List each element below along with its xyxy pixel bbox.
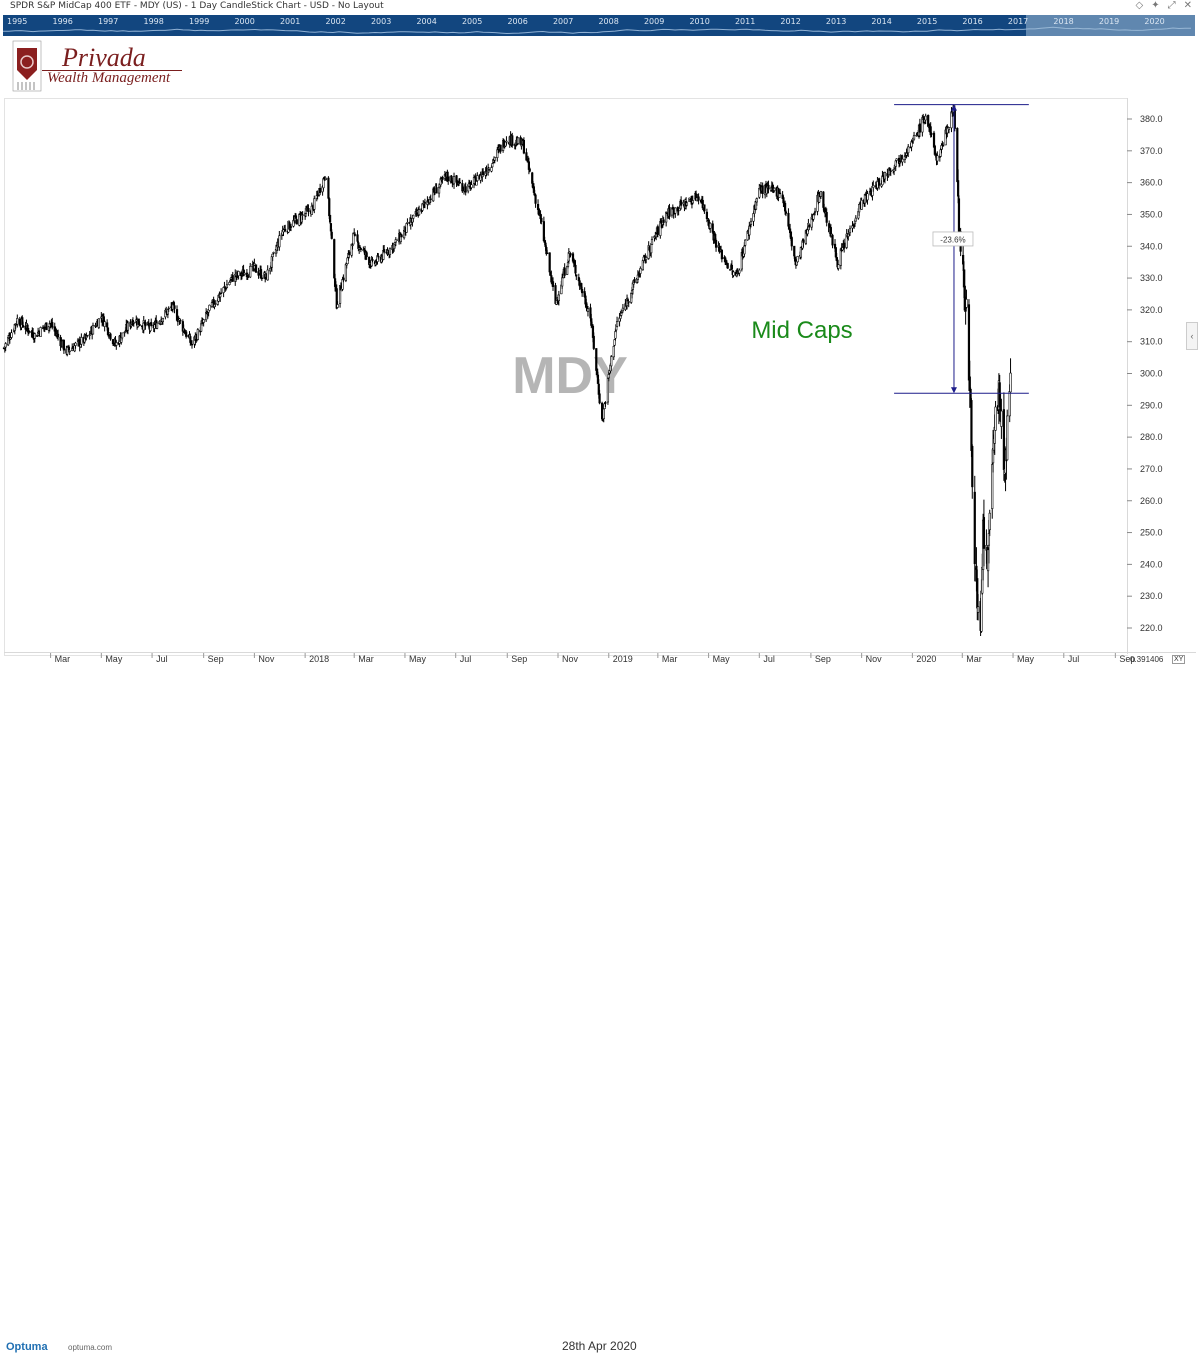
footer: Optuma optuma.com 28th Apr 2020: [0, 668, 1200, 1353]
xy-toggle[interactable]: XY: [1172, 655, 1186, 664]
navigator-year[interactable]: 1997: [97, 17, 119, 26]
pin-icon[interactable]: ✦: [1151, 0, 1160, 11]
navigator-year[interactable]: 2020: [1144, 17, 1165, 26]
navigator-window[interactable]: [1026, 15, 1195, 36]
optuma-url: optuma.com: [68, 1343, 113, 1352]
navigator-year[interactable]: 2001: [279, 17, 301, 26]
panel-expand-tab[interactable]: ‹: [1186, 322, 1198, 350]
navigator-year[interactable]: 2009: [643, 17, 665, 26]
navigator-year[interactable]: 2004: [416, 17, 437, 26]
navigator-year[interactable]: 1999: [188, 17, 210, 26]
navigator-year[interactable]: 2018: [1053, 17, 1074, 26]
navigator-year[interactable]: 1998: [143, 17, 164, 26]
time-navigator[interactable]: 1995 1996 1997 1998 1999 2000 2001 2002 2003 2004…: [3, 15, 1195, 36]
diamond-icon[interactable]: ◇: [1135, 0, 1144, 11]
logo-emblem-icon: [12, 40, 42, 92]
navigator-year[interactable]: 2014: [871, 17, 892, 26]
maximize-icon[interactable]: ⤢: [1167, 0, 1176, 11]
navigator-year[interactable]: 2006: [507, 17, 528, 26]
navigator-year[interactable]: 2003: [370, 17, 392, 26]
navigator-year[interactable]: 2016: [962, 17, 983, 26]
navigator-year[interactable]: 2017: [1007, 17, 1029, 26]
navigator-year[interactable]: 2002: [325, 17, 346, 26]
navigator-year[interactable]: 2011: [734, 17, 756, 26]
chart-title: SPDR S&P MidCap 400 ETF - MDY (US) - 1 D…: [10, 1, 384, 11]
navigator-year[interactable]: 2015: [916, 17, 938, 26]
navigator-year[interactable]: 2013: [825, 17, 847, 26]
logo-divider: [42, 70, 182, 71]
navigator-year[interactable]: 2008: [598, 17, 619, 26]
close-icon[interactable]: ✕: [1183, 0, 1192, 11]
optuma-brand: Optuma: [6, 1341, 48, 1353]
navigator-sparkline: [3, 26, 1191, 35]
y-axis[interactable]: [1127, 98, 1197, 654]
window-controls: ◇ ✦ ⤢ ✕: [1136, 0, 1192, 11]
navigator-year[interactable]: 2005: [461, 17, 483, 26]
navigator-year[interactable]: 2010: [689, 17, 710, 26]
navigator-year[interactable]: 2007: [552, 17, 574, 26]
logo-subtitle: Wealth Management: [47, 70, 171, 86]
date-stamp: 28th Apr 2020: [562, 1339, 637, 1353]
navigator-year[interactable]: 2000: [234, 17, 255, 26]
corner-value: 0.391406: [1130, 655, 1164, 664]
logo-name: Privada: [62, 43, 146, 72]
navigator-year[interactable]: 1995: [7, 17, 28, 26]
plot-area[interactable]: [4, 98, 1128, 656]
navigator-year[interactable]: 1996: [52, 17, 73, 26]
x-axis[interactable]: [4, 652, 1196, 667]
navigator-year[interactable]: 2019: [1098, 17, 1120, 26]
navigator-year[interactable]: 2012: [780, 17, 801, 26]
title-bar: SPDR S&P MidCap 400 ETF - MDY (US) - 1 D…: [0, 0, 1200, 12]
